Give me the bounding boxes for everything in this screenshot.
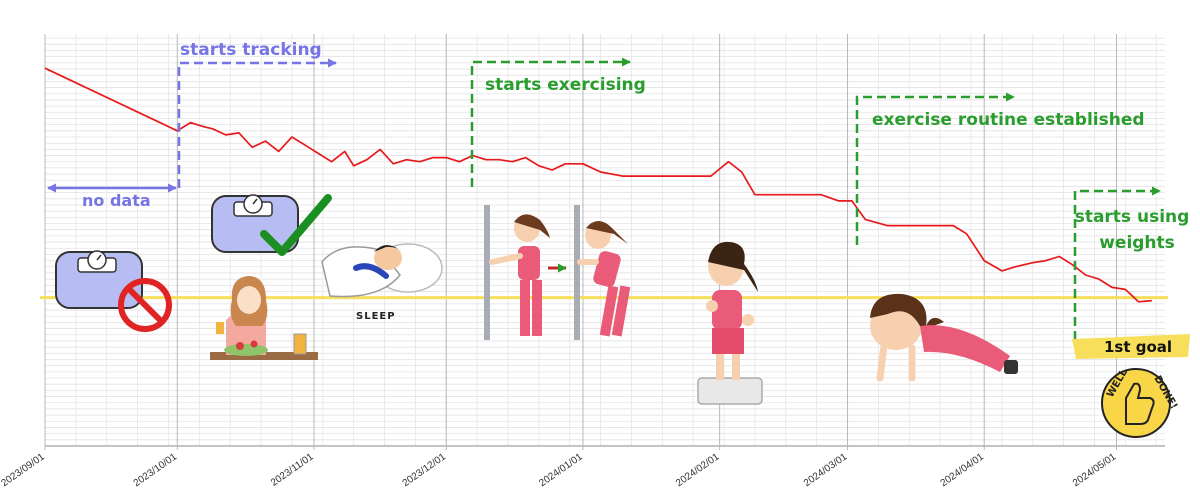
well-done-thumbs-up-badge-icon: WELL DONE! xyxy=(1101,367,1179,438)
annotation-starts-exercising: starts exercising xyxy=(470,57,646,187)
x-tick-label: 2024/01/01 xyxy=(537,451,585,489)
starts-exercising-label: starts exercising xyxy=(485,75,646,95)
woman-eating-salad-icon xyxy=(210,276,318,360)
wall-stretch-girl-icon xyxy=(484,205,631,340)
x-tick-label: 2023/11/01 xyxy=(269,451,316,489)
annotation-no-data: no data xyxy=(47,183,177,210)
x-tick-label: 2024/04/01 xyxy=(939,451,987,489)
first-goal-label: 1st goal xyxy=(1072,334,1190,359)
starts-weights-label-line2: weights xyxy=(1099,233,1175,253)
plank-pushup-girl-icon xyxy=(870,293,1018,382)
starts-weights-arrow xyxy=(1073,186,1161,340)
x-tick-label: 2023/10/01 xyxy=(132,451,180,489)
first-goal-text: 1st goal xyxy=(1104,338,1172,356)
x-tick-label: 2024/05/01 xyxy=(1071,451,1119,489)
x-tick-label: 2023/09/01 xyxy=(0,451,47,489)
scale-checkmark-icon xyxy=(211,194,332,256)
scale-crossed-icon xyxy=(55,250,172,332)
no-data-label: no data xyxy=(82,191,151,210)
weight-series-line xyxy=(44,67,1152,303)
annotation-starts-tracking: starts tracking xyxy=(177,40,337,188)
routine-established-arrow xyxy=(855,92,1015,245)
step-exercise-girl-icon xyxy=(697,241,763,405)
starts-weights-label-line1: starts using xyxy=(1075,207,1190,227)
x-tick-label: 2024/03/01 xyxy=(802,451,850,489)
starts-tracking-label: starts tracking xyxy=(180,40,322,60)
starts-exercising-arrow xyxy=(470,57,631,187)
goal-highlight-stroke xyxy=(1072,334,1190,359)
sleeping-person-icon: SLEEP xyxy=(321,243,443,322)
routine-established-label: exercise routine established xyxy=(872,110,1145,130)
annotation-routine-established: exercise routine established xyxy=(855,92,1145,245)
sleep-caption: SLEEP xyxy=(356,311,396,322)
annotation-starts-weights: starts using weights xyxy=(1073,186,1190,340)
x-tick-label: 2024/02/01 xyxy=(674,451,722,489)
starts-tracking-arrow xyxy=(177,58,337,188)
x-tick-label: 2023/12/01 xyxy=(401,451,449,489)
